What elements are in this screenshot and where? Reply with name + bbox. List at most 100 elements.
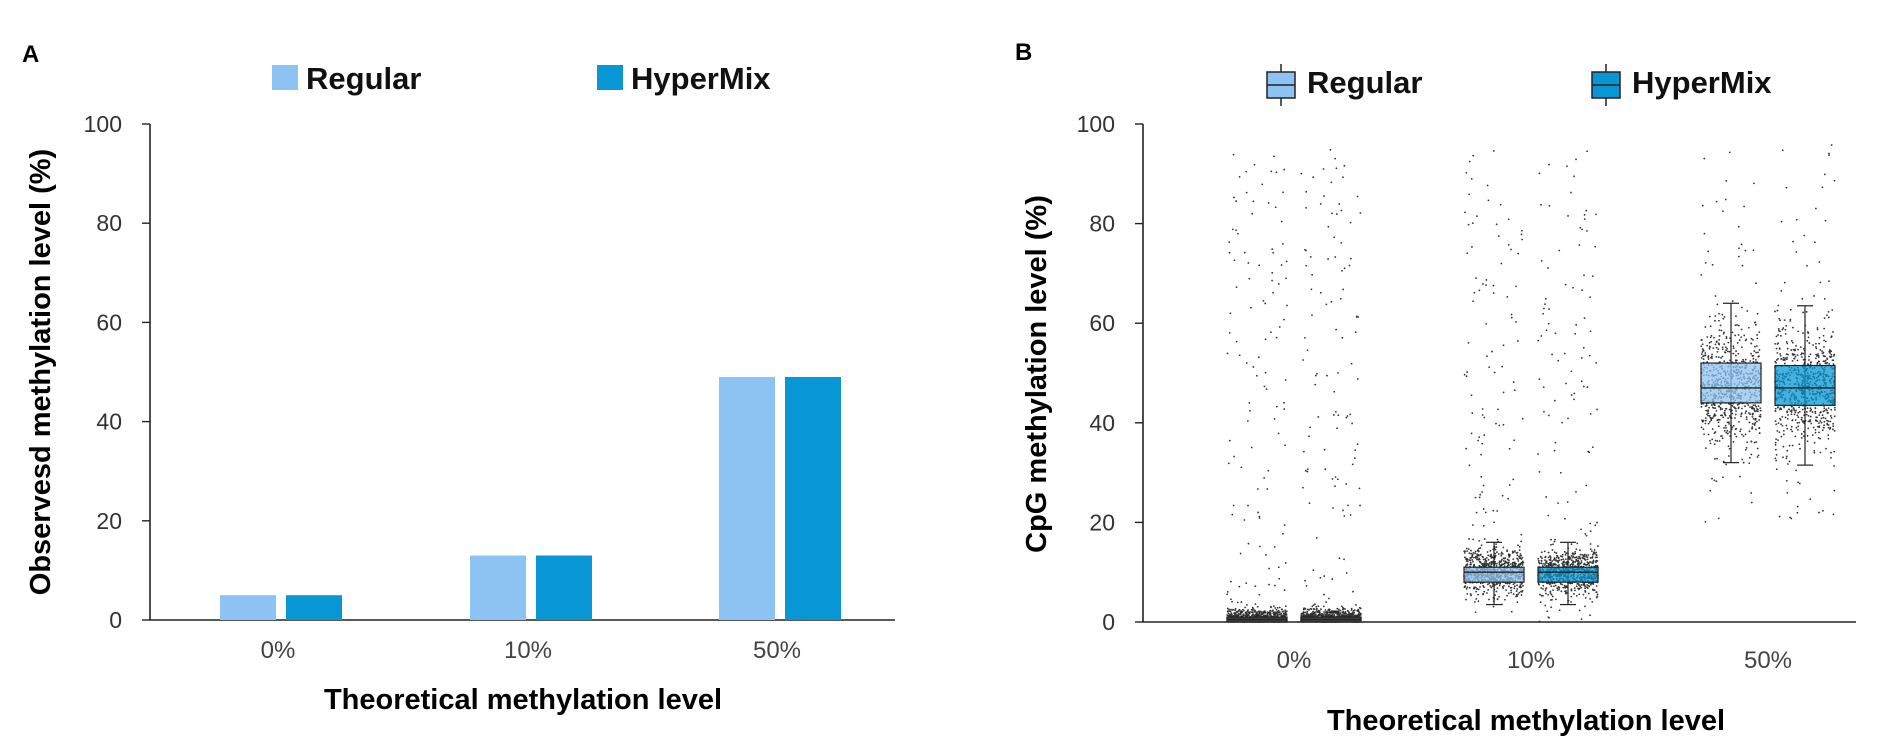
data-point	[1575, 323, 1578, 326]
data-point	[1590, 582, 1593, 585]
data-point	[1558, 249, 1561, 252]
data-point	[1775, 359, 1778, 361]
data-point	[1595, 596, 1598, 599]
data-point	[1708, 406, 1710, 409]
data-point	[1516, 554, 1519, 557]
data-point	[1520, 594, 1523, 596]
data-point	[1752, 249, 1755, 252]
data-point	[1309, 256, 1312, 258]
data-point	[1586, 561, 1589, 564]
data-point	[1304, 579, 1307, 582]
data-point	[1740, 336, 1743, 339]
data-point	[1512, 561, 1515, 564]
data-point	[1825, 362, 1827, 365]
data-point	[1551, 353, 1553, 356]
data-point	[1349, 413, 1352, 416]
data-point	[1785, 353, 1788, 356]
data-point	[1309, 426, 1312, 429]
data-point	[1579, 562, 1582, 565]
data-point	[1780, 220, 1783, 223]
data-point	[1707, 414, 1709, 417]
data-point	[1492, 292, 1495, 294]
data-point	[1756, 334, 1759, 336]
data-point	[1753, 409, 1756, 412]
data-point	[1495, 543, 1497, 546]
data-point	[1339, 609, 1342, 612]
data-point	[1268, 583, 1270, 586]
data-point	[1545, 329, 1548, 332]
data-point	[1777, 304, 1780, 307]
data-point	[1567, 215, 1569, 217]
data-point	[1478, 564, 1481, 567]
data-point	[1578, 564, 1580, 566]
data-point	[1240, 466, 1243, 469]
data-point	[1745, 446, 1748, 449]
data-point	[1754, 421, 1757, 424]
data-point	[1717, 342, 1720, 345]
data-point	[1581, 289, 1583, 292]
data-point	[1471, 222, 1474, 225]
data-point	[1552, 589, 1554, 592]
data-point	[1723, 409, 1726, 412]
data-point	[1228, 608, 1230, 611]
data-point	[1466, 586, 1469, 589]
data-point	[1493, 371, 1496, 374]
data-point	[1519, 586, 1522, 589]
data-point	[1713, 336, 1715, 339]
data-point	[1564, 283, 1567, 286]
data-point	[1734, 324, 1737, 327]
data-point	[1565, 590, 1567, 592]
data-point	[1305, 585, 1308, 587]
data-point	[1786, 347, 1789, 350]
data-point	[1240, 601, 1243, 603]
data-point	[1466, 371, 1469, 373]
data-point	[1504, 598, 1506, 601]
panel-a-letter: A	[22, 41, 39, 68]
data-point	[1788, 408, 1791, 411]
data-point	[1557, 502, 1559, 504]
data-point	[1708, 347, 1711, 350]
data-point	[1304, 469, 1307, 472]
data-point	[1578, 609, 1581, 612]
data-point	[1304, 608, 1307, 610]
data-point	[1348, 264, 1351, 267]
data-point	[1356, 378, 1359, 380]
data-point	[1277, 432, 1280, 435]
data-point	[1566, 165, 1568, 168]
data-point	[1242, 613, 1245, 616]
data-point	[1515, 285, 1517, 288]
data-point	[1497, 235, 1500, 238]
data-point	[1780, 423, 1782, 426]
data-point	[1306, 349, 1309, 352]
data-point	[1715, 346, 1718, 349]
data-point	[1317, 614, 1320, 617]
data-point	[1575, 491, 1577, 493]
data-point	[1514, 550, 1516, 552]
data-point	[1512, 583, 1515, 586]
data-point	[1544, 563, 1546, 565]
data-point	[1503, 565, 1506, 568]
data-point	[1795, 218, 1798, 221]
data-point	[1713, 413, 1716, 416]
data-point	[1784, 328, 1787, 331]
data-point	[1340, 209, 1343, 212]
data-point	[1570, 543, 1573, 546]
data-point	[1580, 561, 1583, 564]
data-point	[1228, 610, 1231, 613]
data-point	[1774, 407, 1777, 410]
data-point	[1831, 309, 1834, 311]
data-point	[1833, 450, 1836, 453]
data-point	[1750, 342, 1753, 345]
data-point	[1702, 428, 1705, 431]
data-point	[1751, 407, 1753, 410]
data-point	[1586, 386, 1589, 388]
data-point	[1700, 426, 1703, 429]
data-point	[1522, 561, 1525, 564]
data-point	[1544, 587, 1547, 590]
data-point	[1565, 382, 1567, 385]
data-point	[1824, 340, 1827, 343]
data-point	[1824, 219, 1827, 222]
data-point	[1512, 478, 1515, 481]
data-point	[1740, 412, 1743, 415]
data-point	[1242, 609, 1245, 612]
